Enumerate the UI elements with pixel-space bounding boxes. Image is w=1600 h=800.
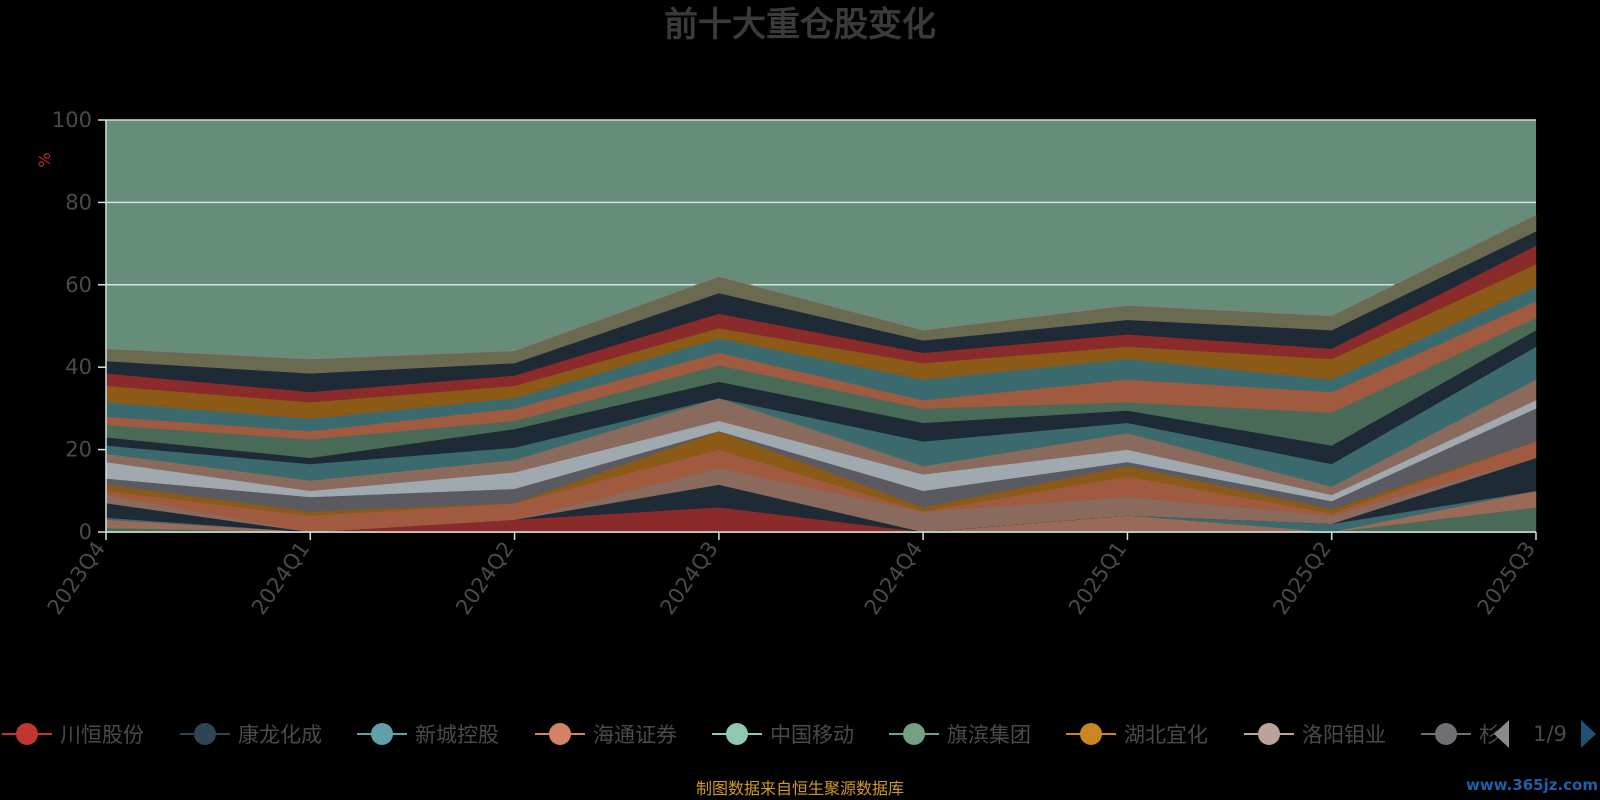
legend-circle-icon bbox=[1080, 723, 1102, 745]
legend-circle-icon bbox=[1258, 723, 1280, 745]
legend-label: 杉 bbox=[1479, 723, 1500, 747]
triangle-left-icon[interactable] bbox=[1494, 720, 1509, 748]
y-tick-label: 0 bbox=[79, 520, 92, 544]
y-tick-label: 20 bbox=[65, 438, 92, 462]
legend-item[interactable]: 杉 bbox=[1421, 723, 1500, 747]
legend-page-indicator: 1/9 bbox=[1533, 722, 1567, 746]
watermark: www.365jz.com bbox=[1466, 776, 1598, 794]
y-tick-label: 40 bbox=[65, 355, 92, 379]
legend-label: 湖北宜化 bbox=[1124, 723, 1208, 747]
x-tick-label: 2023Q4 bbox=[43, 537, 110, 619]
legend-item[interactable]: 新城控股 bbox=[357, 723, 499, 747]
legend-circle-icon bbox=[903, 723, 925, 745]
legend-item[interactable]: 中国移动 bbox=[712, 723, 854, 747]
x-tick-label: 2024Q3 bbox=[655, 537, 722, 619]
legend-label: 海通证券 bbox=[593, 723, 677, 747]
area-series-s21 bbox=[105, 214, 1537, 360]
legend-circle-icon bbox=[549, 723, 571, 745]
legend-label: 康龙化成 bbox=[238, 723, 322, 747]
x-tick-label: 2024Q4 bbox=[860, 537, 927, 619]
legend-item[interactable]: 川恒股份 bbox=[2, 723, 144, 747]
legend-label: 旗滨集团 bbox=[947, 723, 1031, 747]
data-source-note: 制图数据来自恒生聚源数据库 bbox=[696, 779, 904, 798]
legend-item[interactable]: 海通证券 bbox=[535, 723, 677, 747]
y-tick-label: 60 bbox=[65, 273, 92, 297]
legend-item[interactable]: 旗滨集团 bbox=[889, 723, 1031, 747]
legend-pager: 1/9 bbox=[1494, 720, 1596, 748]
legend-label: 中国移动 bbox=[770, 723, 854, 747]
x-tick-label: 2024Q2 bbox=[451, 537, 518, 619]
legend-circle-icon bbox=[726, 723, 748, 745]
legend-item[interactable]: 湖北宜化 bbox=[1066, 723, 1208, 747]
chart-title: 前十大重仓股变化 bbox=[664, 5, 936, 45]
legend-label: 新城控股 bbox=[415, 723, 499, 747]
legend-circle-icon bbox=[1435, 723, 1457, 745]
x-tick-label: 2025Q2 bbox=[1268, 537, 1335, 619]
legend-circle-icon bbox=[16, 723, 38, 745]
area-series bbox=[105, 214, 1537, 533]
legend-label: 川恒股份 bbox=[60, 723, 144, 747]
x-tick-label: 2024Q1 bbox=[247, 537, 314, 619]
y-tick-label: 80 bbox=[65, 190, 92, 214]
legend-label: 洛阳钼业 bbox=[1302, 723, 1386, 747]
y-axis: 0 20 40 60 80 100 bbox=[52, 108, 107, 544]
y-tick-label: 100 bbox=[52, 108, 92, 132]
x-tick-label: 2025Q3 bbox=[1473, 537, 1540, 619]
legend-item[interactable]: 洛阳钼业 bbox=[1244, 723, 1386, 747]
legend-item[interactable]: 康龙化成 bbox=[180, 723, 322, 747]
y-axis-unit: % bbox=[35, 152, 54, 167]
legend: 川恒股份 康龙化成 新城控股 海通证券 中国移动 旗滨集团 湖北宜化 洛阳钼业 杉 bbox=[2, 723, 1500, 747]
legend-circle-icon bbox=[371, 723, 393, 745]
x-axis: 2023Q4 2024Q1 2024Q2 2024Q3 2024Q4 2025Q1 2025… bbox=[43, 531, 1540, 619]
triangle-right-icon[interactable] bbox=[1581, 720, 1596, 748]
x-tick-label: 2025Q1 bbox=[1064, 537, 1131, 619]
legend-circle-icon bbox=[194, 723, 216, 745]
